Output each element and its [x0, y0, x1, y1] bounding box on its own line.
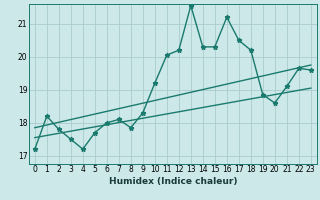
X-axis label: Humidex (Indice chaleur): Humidex (Indice chaleur)	[108, 177, 237, 186]
